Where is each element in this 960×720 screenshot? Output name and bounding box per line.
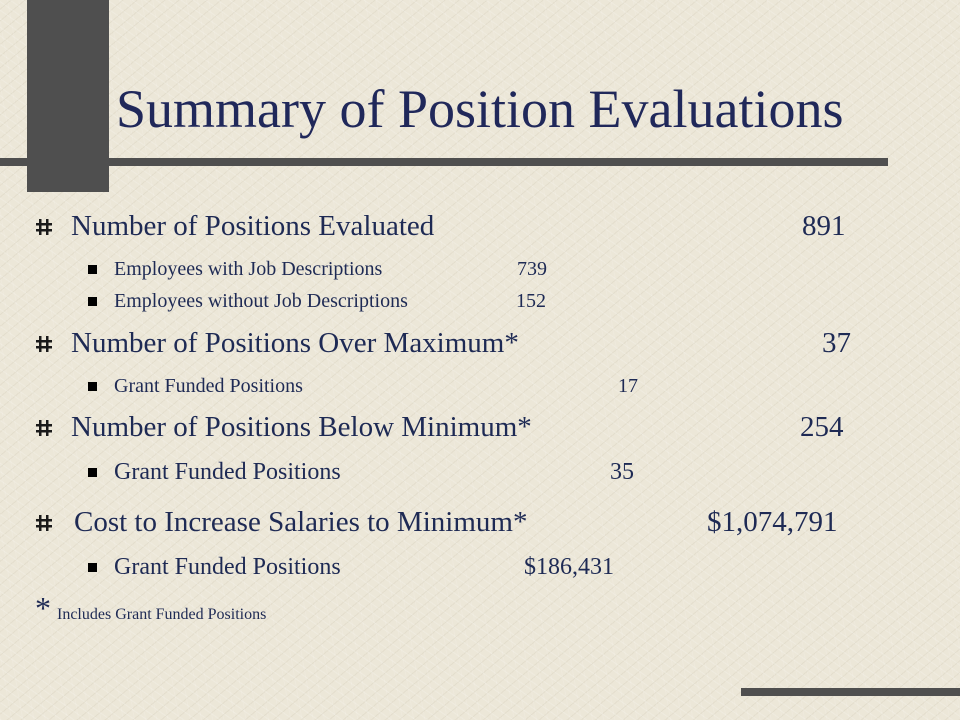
item-value: 37 [822, 327, 851, 359]
list-item-over-maximum: Number of Positions Over Maximum* 37 [0, 327, 960, 367]
list-item-positions-evaluated: Number of Positions Evaluated 891 [0, 210, 960, 250]
footnote-symbol: * [35, 590, 51, 626]
sub-item-label: Employees without Job Descriptions [114, 290, 408, 312]
footnote-text: Includes Grant Funded Positions [57, 606, 267, 623]
hash-bullet-icon [36, 219, 52, 235]
hash-bullet-icon [36, 515, 52, 531]
hash-bullet-icon [36, 420, 52, 436]
item-value: 254 [800, 411, 844, 443]
item-value: 891 [802, 210, 846, 242]
sub-item-without-job-descriptions: Employees without Job Descriptions 152 [0, 289, 960, 329]
sub-item-value: $186,431 [524, 554, 614, 580]
sub-item-value: 739 [517, 258, 547, 280]
hash-bullet-icon [36, 336, 52, 352]
sub-item-value: 17 [618, 375, 638, 397]
sub-item-grant-funded-over-maximum: Grant Funded Positions 17 [0, 374, 960, 414]
sub-item-label: Grant Funded Positions [114, 459, 341, 485]
square-bullet-icon [88, 468, 97, 477]
footnote: * Includes Grant Funded Positions [35, 592, 266, 624]
square-bullet-icon [88, 297, 97, 306]
sub-item-grant-funded-below-minimum: Grant Funded Positions 35 [0, 458, 960, 498]
item-label: Cost to Increase Salaries to Minimum* [74, 506, 528, 538]
sub-item-label: Grant Funded Positions [114, 375, 303, 397]
sub-item-value: 35 [610, 459, 634, 485]
square-bullet-icon [88, 563, 97, 572]
item-label: Number of Positions Evaluated [71, 210, 435, 242]
title-underline-rule [0, 158, 888, 166]
square-bullet-icon [88, 382, 97, 391]
item-value: $1,074,791 [707, 506, 838, 538]
bottom-right-rule [741, 688, 960, 696]
sub-item-value: 152 [516, 290, 546, 312]
sub-item-label: Grant Funded Positions [114, 554, 341, 580]
item-label: Number of Positions Over Maximum* [71, 327, 519, 359]
sub-item-label: Employees with Job Descriptions [114, 258, 383, 280]
sub-item-with-job-descriptions: Employees with Job Descriptions 739 [0, 257, 960, 297]
item-label: Number of Positions Below Minimum* [71, 411, 532, 443]
sub-item-grant-funded-cost: Grant Funded Positions $186,431 [0, 553, 960, 593]
slide-title: Summary of Position Evaluations [116, 79, 844, 139]
square-bullet-icon [88, 265, 97, 274]
list-item-cost-to-increase: Cost to Increase Salaries to Minimum* $1… [0, 506, 960, 546]
list-item-below-minimum: Number of Positions Below Minimum* 254 [0, 411, 960, 451]
